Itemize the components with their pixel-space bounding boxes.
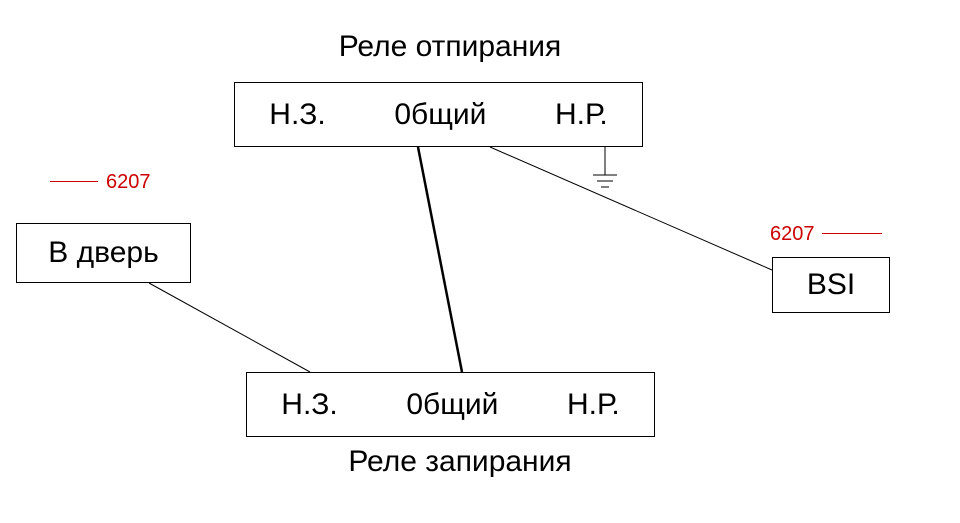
wire-label-door: 6207: [106, 171, 151, 194]
relay2-nr: Н.Р.: [567, 388, 620, 422]
door-module-label: В дверь: [48, 236, 158, 270]
wire-common-common: [418, 147, 462, 372]
bsi-module-box: BSI: [772, 257, 890, 313]
wire-door-nz: [149, 283, 310, 372]
title-top: Реле отпирания: [320, 30, 580, 64]
relay1-common: 0бщий: [394, 98, 486, 132]
wire-line-bsi: [822, 233, 882, 234]
wire-line-door: [50, 181, 98, 182]
wire-common-bsi: [490, 147, 772, 270]
relay-unlock-box: Н.З. 0бщий Н.Р.: [234, 82, 643, 147]
relay2-nz: Н.З.: [281, 388, 337, 422]
wire-label-bsi: 6207: [770, 223, 815, 246]
door-module-box: В дверь: [16, 223, 191, 283]
relay1-nz: Н.З.: [269, 98, 325, 132]
relay2-common: 0бщий: [406, 388, 498, 422]
relay-lock-box: Н.З. 0бщий Н.Р.: [246, 372, 655, 437]
relay1-nr: Н.Р.: [555, 98, 608, 132]
title-bottom: Реле запирания: [330, 445, 590, 479]
bsi-module-label: BSI: [807, 268, 855, 302]
